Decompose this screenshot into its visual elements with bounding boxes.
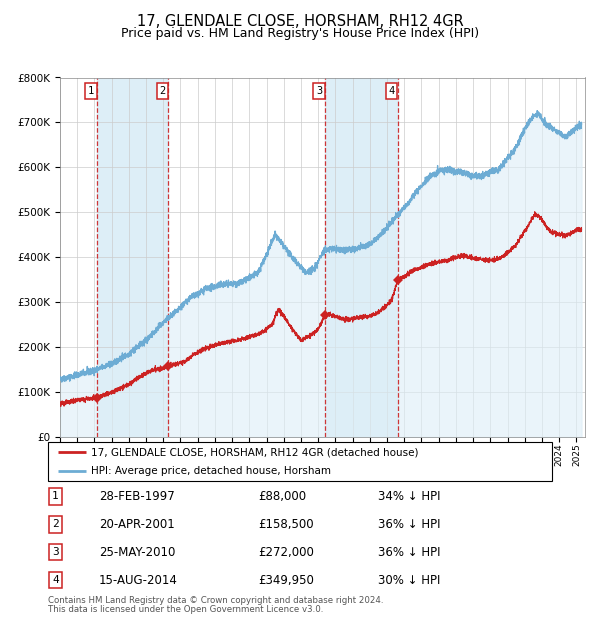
Text: £88,000: £88,000: [258, 490, 306, 503]
Text: This data is licensed under the Open Government Licence v3.0.: This data is licensed under the Open Gov…: [48, 605, 323, 614]
Text: 15-AUG-2014: 15-AUG-2014: [99, 574, 178, 587]
Text: 36% ↓ HPI: 36% ↓ HPI: [378, 546, 440, 559]
Bar: [325, 78, 398, 437]
Text: HPI: Average price, detached house, Horsham: HPI: Average price, detached house, Hors…: [91, 466, 331, 476]
Text: 1: 1: [88, 86, 94, 96]
Text: 2: 2: [52, 519, 59, 529]
Text: Contains HM Land Registry data © Crown copyright and database right 2024.: Contains HM Land Registry data © Crown c…: [48, 596, 383, 606]
Text: 4: 4: [389, 86, 395, 96]
Text: 36% ↓ HPI: 36% ↓ HPI: [378, 518, 440, 531]
Text: Price paid vs. HM Land Registry's House Price Index (HPI): Price paid vs. HM Land Registry's House …: [121, 27, 479, 40]
FancyBboxPatch shape: [48, 442, 552, 481]
Text: 25-MAY-2010: 25-MAY-2010: [99, 546, 175, 559]
Text: 28-FEB-1997: 28-FEB-1997: [99, 490, 175, 503]
Text: 3: 3: [316, 86, 322, 96]
Text: 2: 2: [159, 86, 166, 96]
Text: 3: 3: [52, 547, 59, 557]
Bar: [97, 78, 169, 437]
Text: 34% ↓ HPI: 34% ↓ HPI: [378, 490, 440, 503]
Text: 17, GLENDALE CLOSE, HORSHAM, RH12 4GR: 17, GLENDALE CLOSE, HORSHAM, RH12 4GR: [137, 14, 463, 29]
Text: £272,000: £272,000: [258, 546, 314, 559]
Text: 4: 4: [52, 575, 59, 585]
Text: £349,950: £349,950: [258, 574, 314, 587]
Text: 17, GLENDALE CLOSE, HORSHAM, RH12 4GR (detached house): 17, GLENDALE CLOSE, HORSHAM, RH12 4GR (d…: [91, 448, 418, 458]
Text: 30% ↓ HPI: 30% ↓ HPI: [378, 574, 440, 587]
Text: £158,500: £158,500: [258, 518, 314, 531]
Text: 20-APR-2001: 20-APR-2001: [99, 518, 175, 531]
Text: 1: 1: [52, 491, 59, 502]
